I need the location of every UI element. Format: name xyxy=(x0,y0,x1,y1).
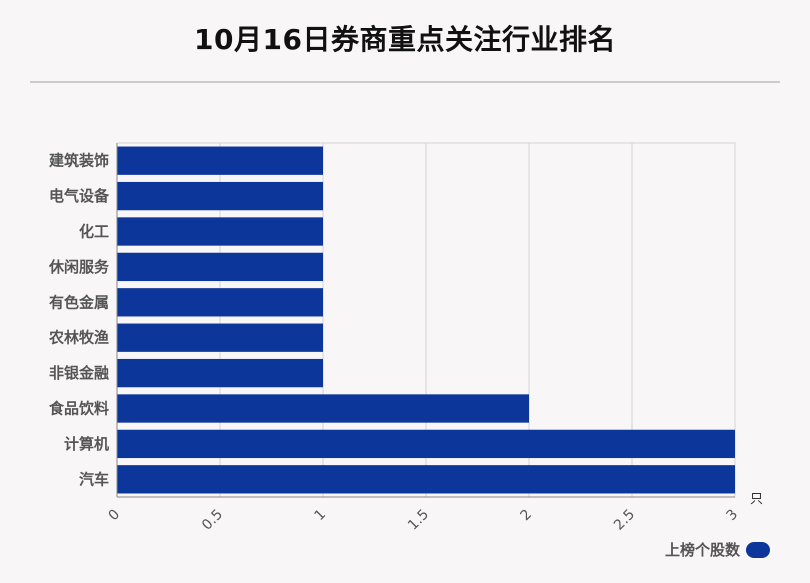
y-category-label-4: 有色金属 xyxy=(49,293,109,311)
legend-label: 上榜个股数 xyxy=(664,541,740,559)
y-category-label-6: 非银金融 xyxy=(49,364,109,382)
legend[interactable]: 上榜个股数 xyxy=(665,539,770,560)
x-tick-label-3: 1.5 xyxy=(405,506,432,533)
x-tick-label-0: 0 xyxy=(105,506,123,524)
bar-8 xyxy=(117,429,735,459)
y-category-label-2: 化工 xyxy=(79,223,109,241)
y-category-label-9: 汽车 xyxy=(79,470,109,488)
bar-2 xyxy=(117,217,323,246)
y-category-label-7: 食品饮料 xyxy=(49,400,109,418)
bar-7 xyxy=(117,394,529,423)
bar-1 xyxy=(117,181,323,211)
x-tick-label-4: 2 xyxy=(517,506,535,524)
y-category-label-1: 电气设备 xyxy=(49,187,110,205)
bar-6 xyxy=(117,358,323,388)
y-category-label-0: 建筑装饰 xyxy=(49,152,109,170)
title-divider xyxy=(30,81,780,83)
x-tick-label-6: 3 xyxy=(723,506,741,524)
bar-9 xyxy=(117,465,735,494)
bar-5 xyxy=(117,323,323,352)
bar-4 xyxy=(117,288,323,317)
bar-0 xyxy=(117,146,323,175)
legend-swatch[interactable] xyxy=(746,541,770,558)
x-tick-label-1: 0.5 xyxy=(199,506,226,533)
y-category-label-5: 农林牧渔 xyxy=(48,329,109,347)
x-axis-unit: 只 xyxy=(750,492,763,507)
x-tick-label-2: 1 xyxy=(311,506,329,524)
y-category-label-3: 休闲服务 xyxy=(48,258,110,276)
chart-title: 10月16日券商重点关注行业排名 xyxy=(194,23,616,56)
bar-3 xyxy=(117,252,323,282)
x-tick-label-5: 2.5 xyxy=(611,506,638,533)
y-category-label-8: 计算机 xyxy=(64,435,109,453)
